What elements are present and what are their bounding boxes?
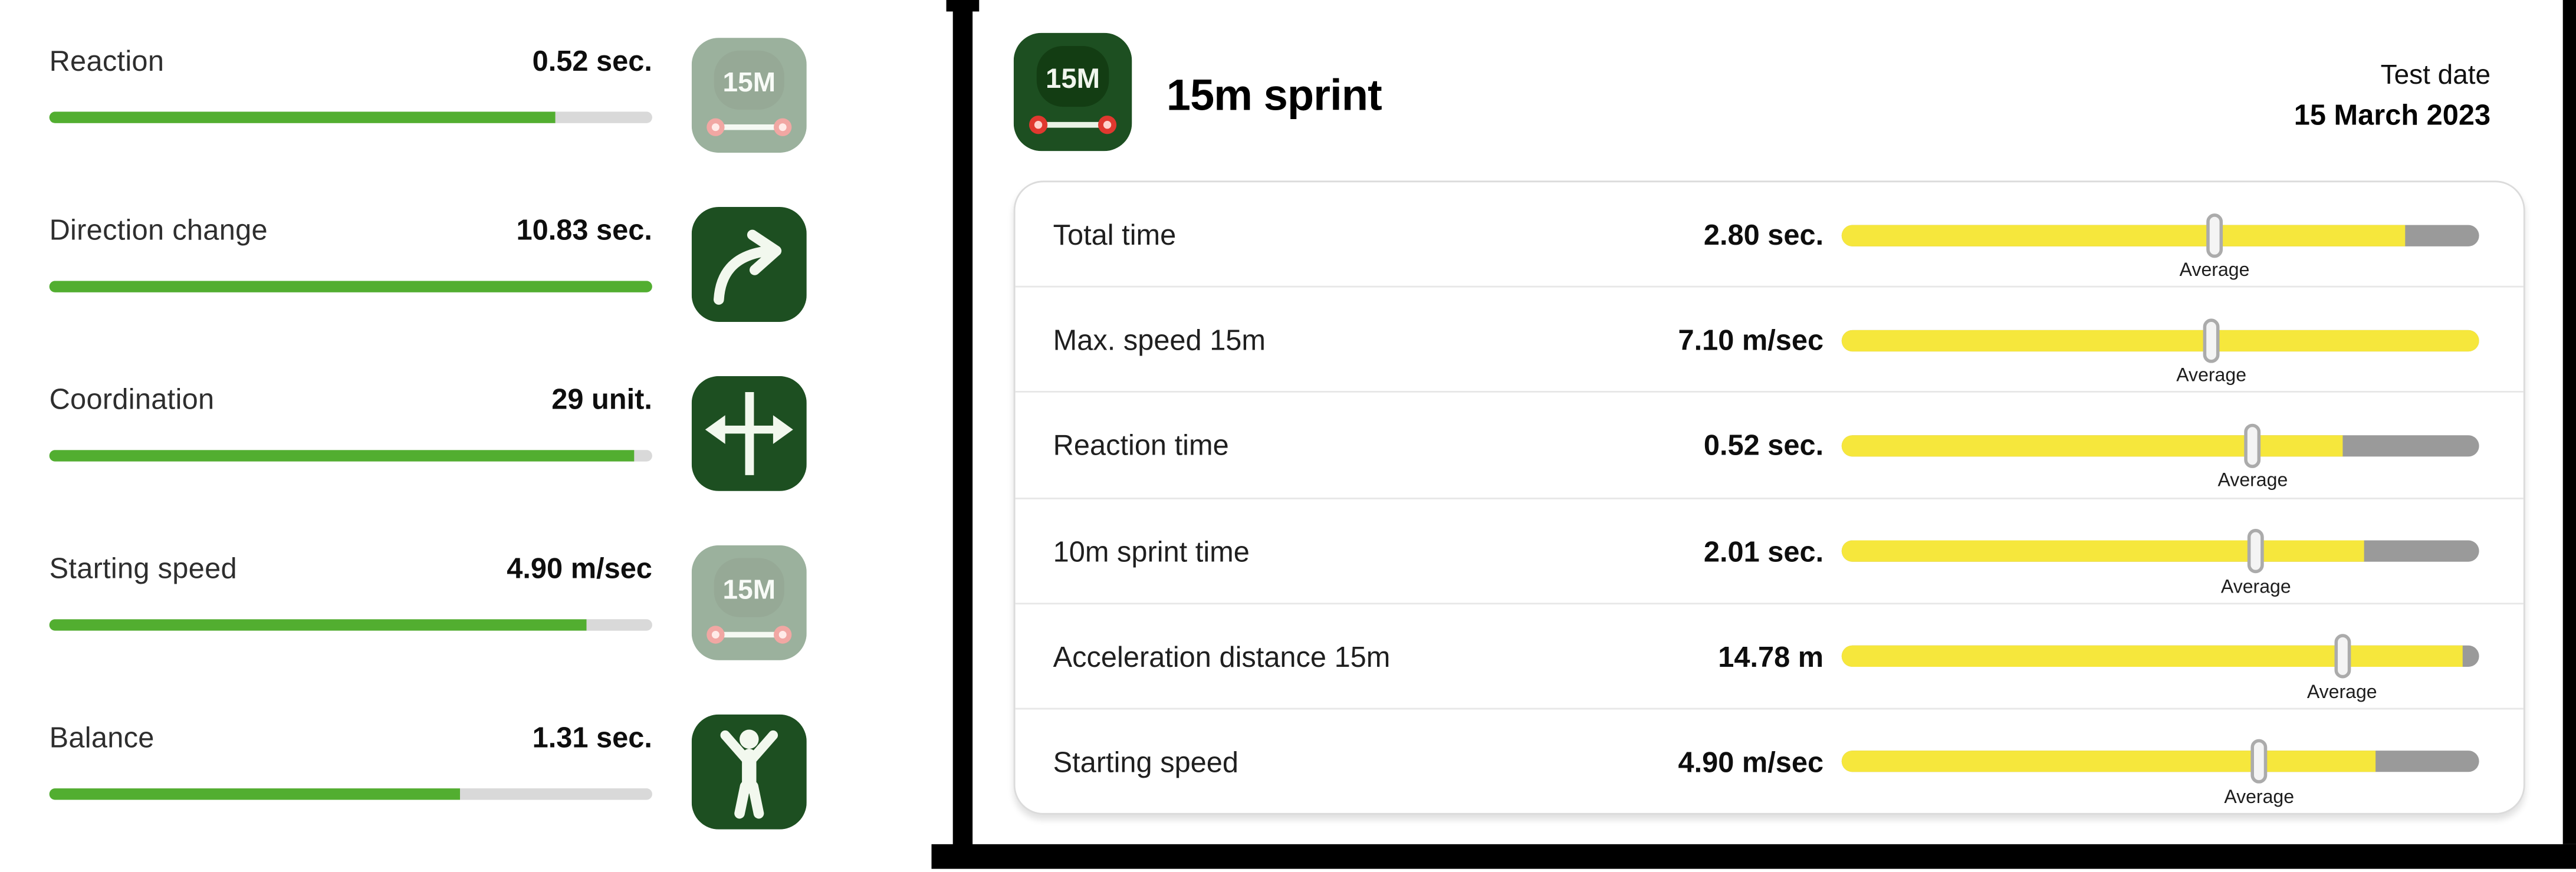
metric-value: 0.52 sec. — [532, 44, 652, 77]
15m-distance-icon: 15M — [1013, 32, 1132, 152]
result-bar-fill — [1841, 224, 2406, 246]
row-label: Starting speed — [1053, 745, 1239, 779]
result-bar-fill — [1841, 646, 2462, 667]
frame-bottom-border — [931, 843, 2576, 868]
row-label: Max. speed 15m — [1053, 324, 1266, 357]
svg-text:15M: 15M — [723, 67, 776, 97]
row-value: 0.52 sec. — [1703, 429, 1824, 462]
table-row: Max. speed 15m 7.10 m/sec Average — [1015, 288, 2524, 393]
person-arms-up-icon — [691, 714, 807, 830]
metric-value: 10.83 sec. — [516, 213, 652, 246]
result-bar-track: Average — [1841, 634, 2479, 702]
row-value: 7.10 m/sec — [1678, 324, 1824, 357]
metric-row: Reaction 0.52 sec. 15M — [49, 38, 807, 195]
average-marker — [2206, 212, 2223, 257]
metric-label: Starting speed — [49, 551, 237, 585]
average-marker — [2203, 318, 2220, 363]
metric-label: Balance — [49, 720, 155, 754]
average-label: Average — [2176, 366, 2247, 387]
test-date: Test date 15 March 2023 — [1997, 61, 2490, 133]
metric-value: 4.90 m/sec — [507, 551, 652, 585]
svg-text:15M: 15M — [1046, 63, 1100, 94]
curved-arrow-icon — [691, 206, 807, 322]
page-title: 15m sprint — [1166, 70, 1382, 120]
row-label: Reaction time — [1053, 429, 1229, 462]
metric-progress-track — [49, 619, 652, 631]
average-label: Average — [2306, 682, 2377, 703]
result-bar-track: Average — [1841, 318, 2479, 386]
metric-value: 29 unit. — [551, 383, 652, 416]
metric-row: Starting speed 4.90 m/sec 15M — [49, 545, 807, 703]
metric-label: Reaction — [49, 44, 165, 77]
metric-row: Balance 1.31 sec. — [49, 714, 807, 872]
result-bar-track: Average — [1841, 212, 2479, 281]
15m-distance-icon: 15M — [691, 38, 807, 153]
row-value: 2.80 sec. — [1703, 218, 1824, 252]
average-marker — [2248, 529, 2265, 574]
row-label: 10m sprint time — [1053, 534, 1250, 568]
row-value: 2.01 sec. — [1703, 534, 1824, 568]
row-label: Acceleration distance 15m — [1053, 640, 1391, 673]
result-bar-fill — [1841, 330, 2479, 351]
metric-progress-fill — [49, 281, 652, 292]
test-date-label: Test date — [2380, 61, 2491, 91]
table-row: Acceleration distance 15m 14.78 m Averag… — [1015, 604, 2524, 710]
average-label: Average — [2179, 261, 2250, 281]
average-label: Average — [2217, 472, 2288, 492]
metric-progress-fill — [49, 111, 556, 123]
metric-progress-fill — [49, 788, 459, 800]
result-bar-fill — [1841, 540, 2365, 562]
metric-progress-fill — [49, 450, 635, 462]
metric-progress-track — [49, 450, 652, 462]
table-row: Starting speed 4.90 m/sec Average — [1016, 709, 2524, 813]
result-bar-track: Average — [1841, 529, 2479, 597]
test-date-value: 15 March 2023 — [2294, 98, 2491, 131]
metric-row: Direction change 10.83 sec. — [49, 206, 807, 364]
metric-value: 1.31 sec. — [532, 720, 652, 754]
metric-row: Coordination 29 unit. — [49, 376, 807, 534]
result-bar-fill — [1841, 751, 2376, 773]
svg-text:15M: 15M — [723, 574, 776, 605]
metric-progress-track — [49, 281, 652, 292]
frame-right-border — [2562, 0, 2576, 844]
row-value: 14.78 m — [1718, 640, 1824, 673]
average-marker — [2244, 423, 2261, 468]
metric-progress-track — [49, 111, 652, 123]
row-value: 4.90 m/sec — [1678, 745, 1824, 779]
metric-label: Coordination — [49, 383, 215, 416]
results-card: Total time 2.80 sec. Average Max. speed … — [1013, 180, 2525, 815]
cross-arrows-icon — [691, 376, 807, 491]
frame-top-cap — [946, 0, 980, 12]
15m-distance-icon: 15M — [691, 545, 807, 660]
table-row: Reaction time 0.52 sec. Average — [1015, 393, 2524, 499]
row-label: Total time — [1053, 218, 1177, 252]
table-row: 10m sprint time 2.01 sec. Average — [1015, 499, 2524, 604]
metric-progress-track — [49, 788, 652, 800]
metric-label: Direction change — [49, 213, 268, 246]
result-bar-fill — [1841, 435, 2342, 456]
metric-progress-fill — [49, 619, 586, 631]
average-marker — [2334, 634, 2351, 679]
average-marker — [2250, 739, 2268, 784]
result-bar-track: Average — [1841, 739, 2479, 808]
average-label: Average — [2220, 577, 2291, 597]
table-row: Total time 2.80 sec. Average — [1015, 182, 2524, 288]
result-bar-track: Average — [1841, 423, 2479, 492]
average-label: Average — [2224, 788, 2295, 808]
frame-left-border — [952, 0, 973, 854]
